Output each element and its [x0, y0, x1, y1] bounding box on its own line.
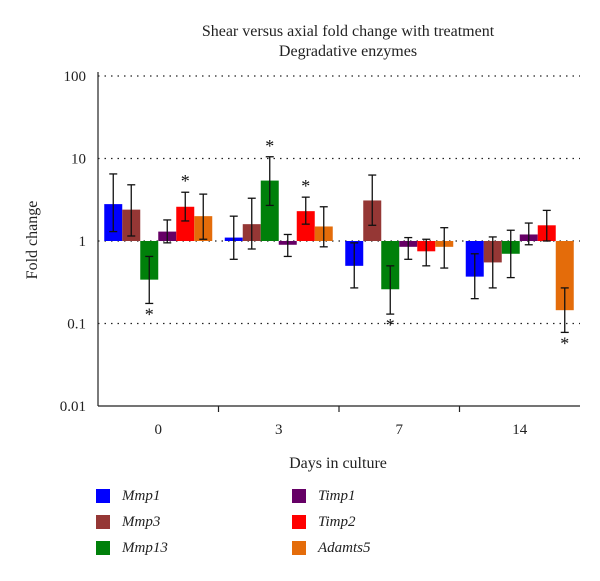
significance-asterisk: *: [145, 304, 154, 324]
tick-labels: 100 10 1 0.1 0.01 0 3 7 14: [60, 69, 528, 438]
error-bars: [109, 156, 569, 334]
bar-adamts5-day-14: [555, 241, 574, 311]
axes: [97, 72, 580, 412]
legend-swatch: [96, 541, 110, 555]
legend-item-timp2: Timp2: [292, 512, 356, 532]
y-tick-label: 0.1: [67, 317, 86, 333]
x-tick-label: 3: [275, 422, 283, 438]
significance-asterisk: *: [560, 333, 569, 353]
legend-swatch: [292, 515, 306, 529]
x-axis-label: Days in culture: [289, 455, 387, 472]
legend-item-mmp13: Mmp13: [96, 538, 168, 558]
x-tick-label: 0: [155, 422, 163, 438]
legend-item-mmp3: Mmp3: [96, 512, 160, 532]
y-tick-label: 100: [64, 69, 87, 85]
legend-item-adamts5: Adamts5: [292, 538, 371, 558]
legend-label: Mmp1: [122, 487, 161, 504]
legend-item-timp1: Timp1: [292, 486, 356, 506]
significance-asterisk: *: [301, 176, 310, 196]
legend-label: Timp2: [318, 513, 356, 530]
gridlines: [98, 75, 580, 325]
bar-mmp13-day-3: [260, 180, 279, 241]
legend-swatch: [292, 541, 306, 555]
legend-swatch: [292, 489, 306, 503]
legend-swatch: [96, 489, 110, 503]
bar-timp2-day-0: [176, 206, 195, 241]
x-tick-label: 7: [396, 422, 404, 438]
legend-swatch: [96, 515, 110, 529]
significance-asterisk: *: [265, 136, 274, 156]
legend-label: Timp1: [318, 487, 356, 504]
y-tick-label: 0.01: [60, 399, 86, 415]
significance-asterisk: *: [386, 315, 395, 335]
legend-label: Mmp3: [122, 513, 161, 530]
significance-asterisk: *: [181, 171, 190, 191]
chart-title: Shear versus axial fold change with trea…: [202, 23, 495, 40]
legend-label: Adamts5: [318, 539, 371, 556]
chart-subtitle: Degradative enzymes: [279, 43, 417, 60]
y-tick-label: 10: [71, 152, 86, 168]
significance-markers: * * * * * *: [145, 136, 570, 354]
y-axis-label: Fold change: [24, 201, 41, 280]
bar-mmp13-day-7: [381, 241, 400, 290]
y-tick-label: 1: [79, 234, 87, 250]
x-tick-label: 14: [512, 422, 528, 438]
bars: [104, 180, 574, 311]
bar-timp2-day-3: [296, 211, 315, 241]
legend-label: Mmp13: [122, 539, 168, 556]
legend-item-mmp1: Mmp1: [96, 486, 160, 506]
legend: Mmp1 Mmp3 Mmp13 Timp1 Timp2 Adamts5: [96, 486, 476, 570]
